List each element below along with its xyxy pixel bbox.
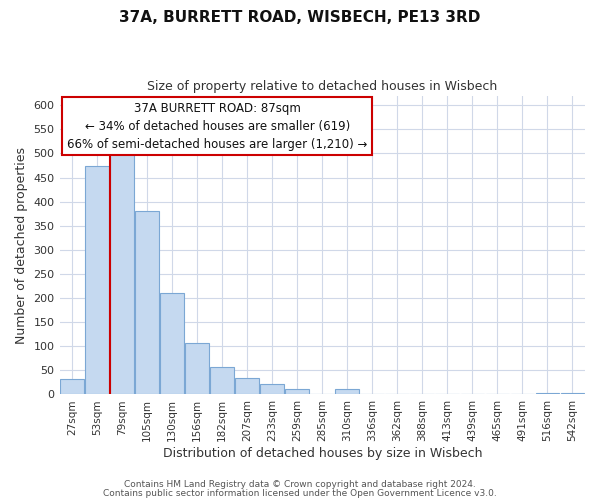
Title: Size of property relative to detached houses in Wisbech: Size of property relative to detached ho… (147, 80, 497, 93)
Bar (286, 388, 309, 394)
Bar (110, 154, 134, 394)
Bar (85, 166, 109, 394)
Bar (135, 211, 159, 394)
Bar (185, 344, 209, 394)
Y-axis label: Number of detached properties: Number of detached properties (15, 146, 28, 344)
Bar (160, 293, 184, 394)
Bar (60, 379, 84, 394)
Bar (235, 378, 259, 394)
Text: Contains HM Land Registry data © Crown copyright and database right 2024.: Contains HM Land Registry data © Crown c… (124, 480, 476, 489)
Bar (260, 384, 284, 394)
Bar (335, 389, 359, 394)
Bar (210, 367, 234, 394)
Text: Contains public sector information licensed under the Open Government Licence v3: Contains public sector information licen… (103, 488, 497, 498)
X-axis label: Distribution of detached houses by size in Wisbech: Distribution of detached houses by size … (163, 447, 482, 460)
Text: 37A, BURRETT ROAD, WISBECH, PE13 3RD: 37A, BURRETT ROAD, WISBECH, PE13 3RD (119, 10, 481, 25)
Text: 37A BURRETT ROAD: 87sqm
← 34% of detached houses are smaller (619)
66% of semi-d: 37A BURRETT ROAD: 87sqm ← 34% of detache… (67, 102, 367, 150)
